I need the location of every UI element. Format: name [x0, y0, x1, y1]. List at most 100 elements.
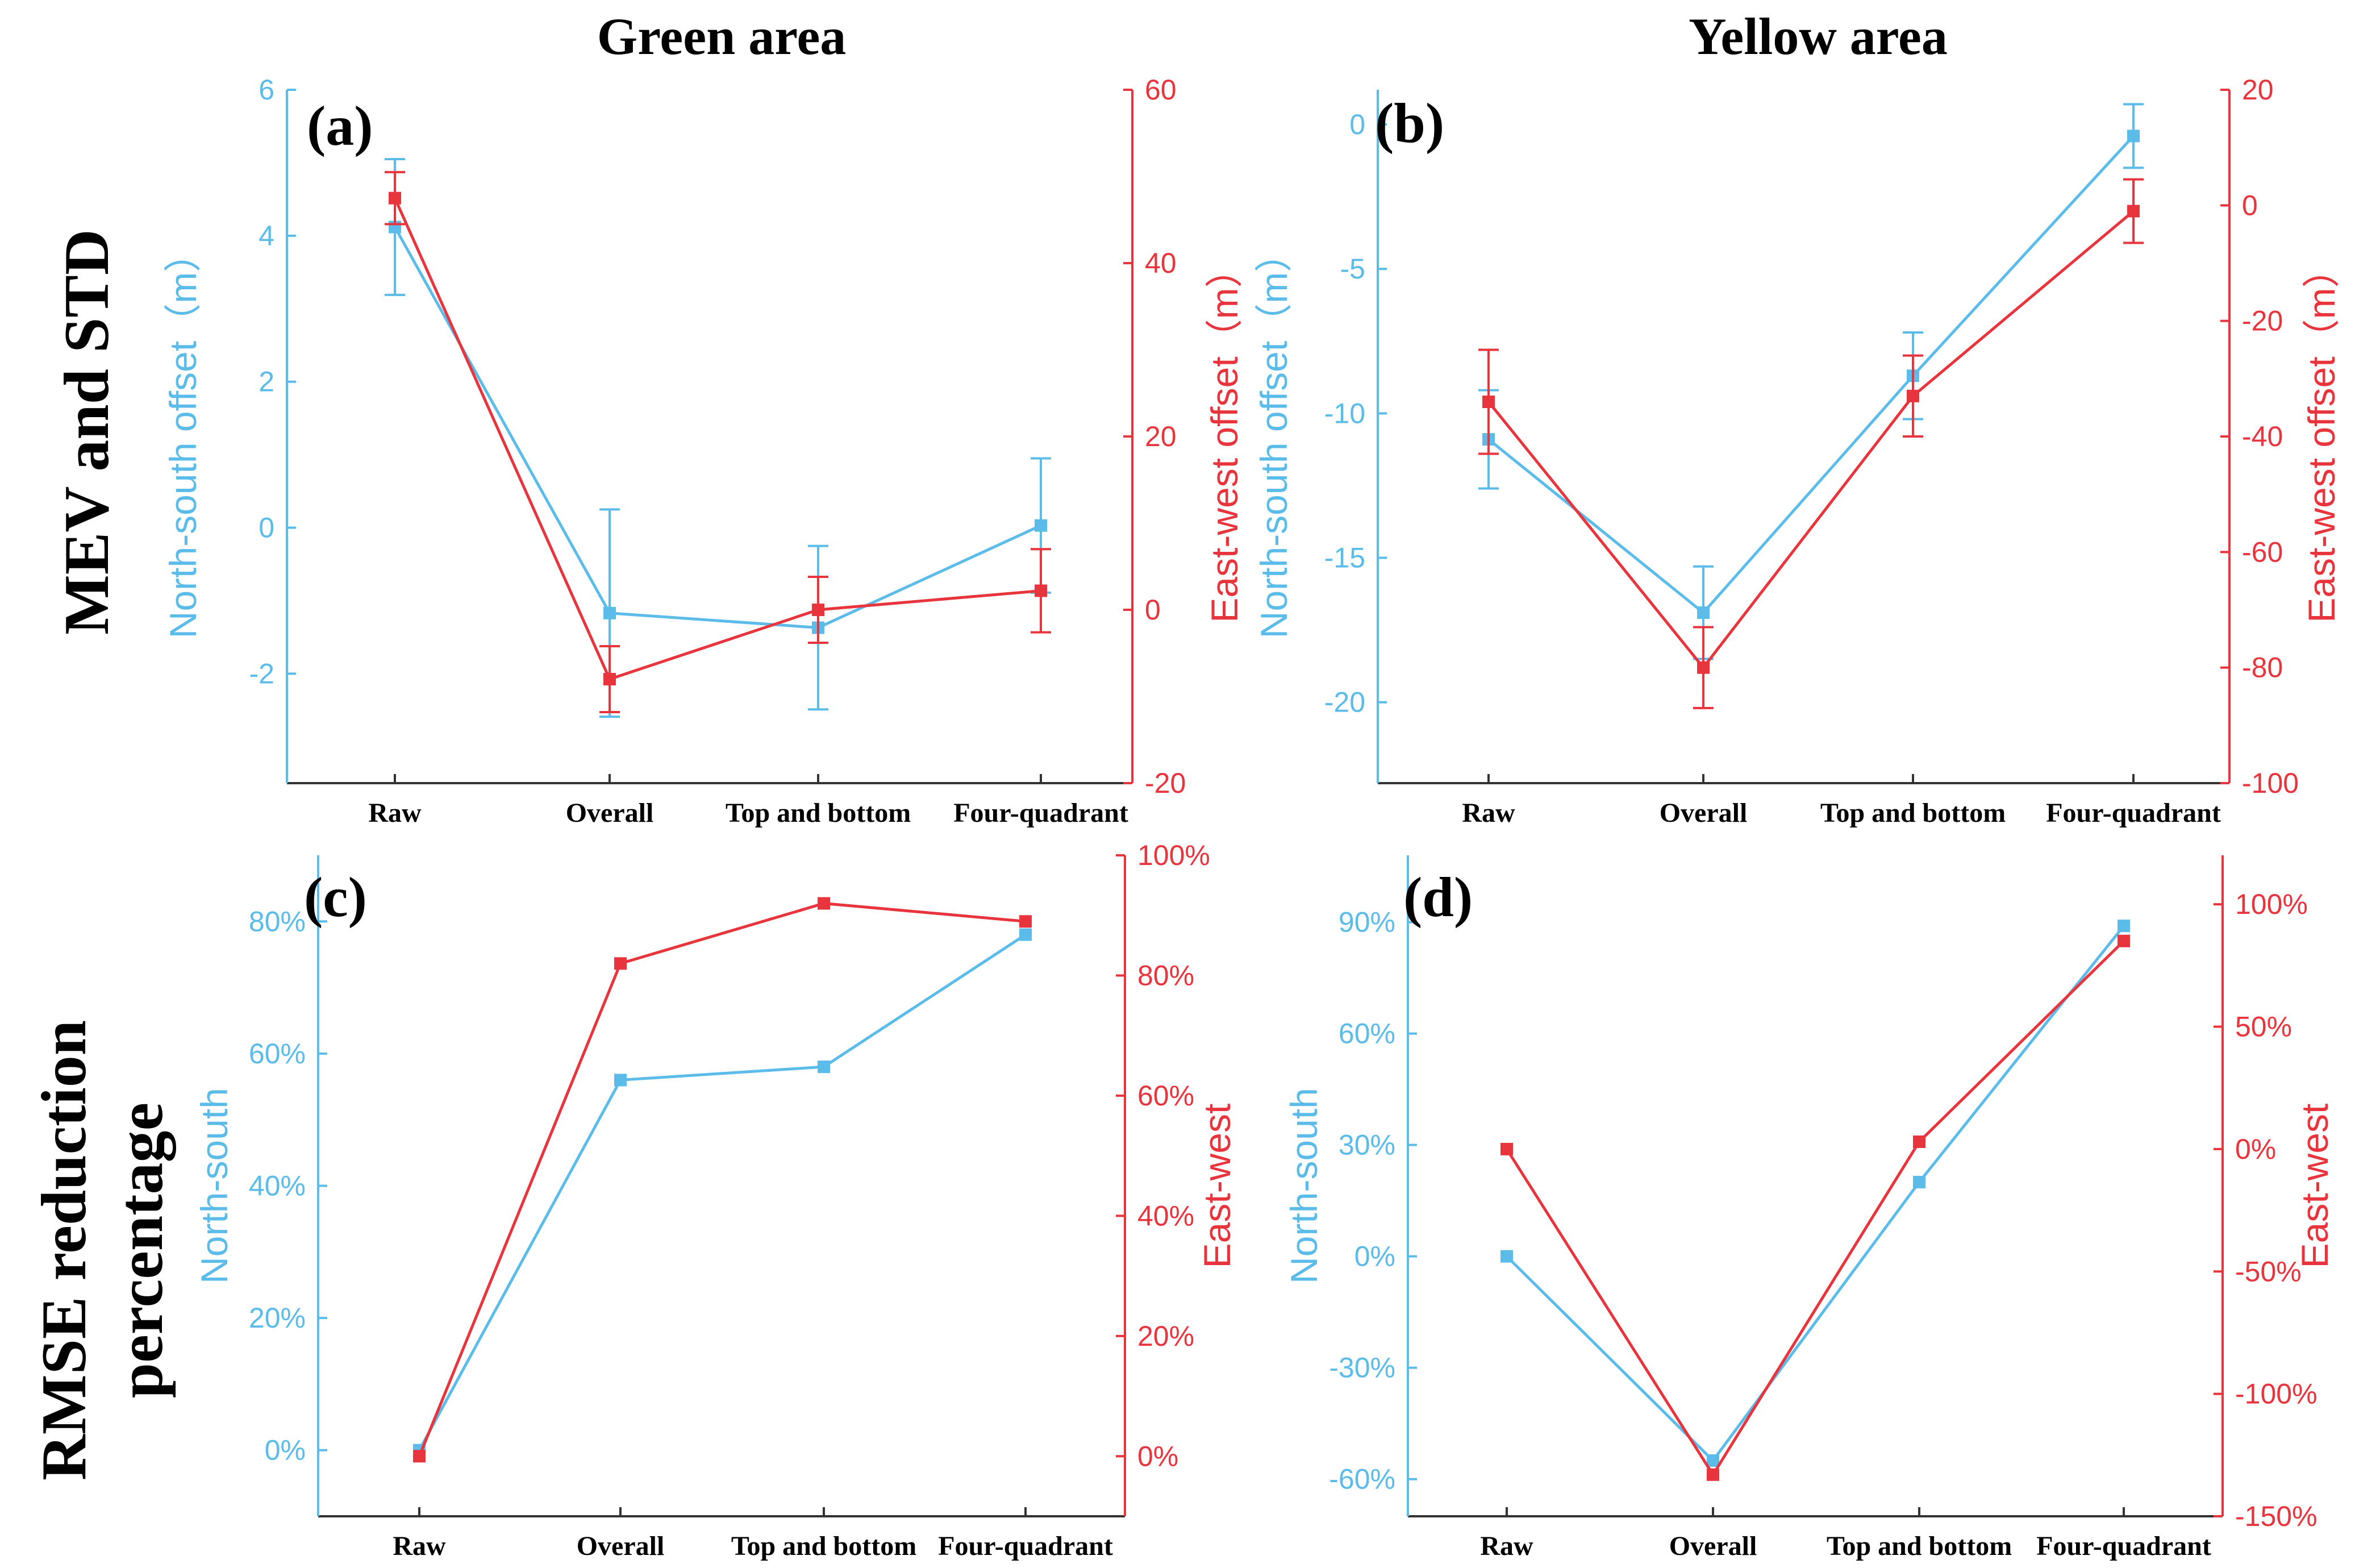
north-south-line: [393, 226, 1042, 630]
left-y-tick-label: 60%: [249, 1038, 306, 1070]
left-y-tick-label: 6: [259, 74, 274, 106]
right-axis-title: East-west offset（m）: [2300, 250, 2343, 622]
left-y-tick-label: 80%: [249, 905, 306, 937]
right-y-tick-label: -60: [2242, 536, 2283, 568]
north-south-point: [1913, 1175, 1925, 1188]
x-tick-label: Four-quadrant: [2046, 798, 2221, 828]
east-west-point: [413, 1450, 426, 1463]
right-y-tick-label: -150%: [2235, 1500, 2318, 1532]
panel-label: (a): [307, 94, 373, 157]
right-y-tick-label: 60%: [1137, 1080, 1194, 1112]
row-title-rmse-line2: percentage: [106, 1103, 176, 1398]
right-y-tick-label: 100%: [1137, 839, 1210, 871]
east-west-point: [1697, 661, 1710, 674]
right-axis-title: East-west: [2294, 1104, 2336, 1268]
north-south-line: [1506, 925, 2125, 1463]
right-y-tick-label: 0%: [1137, 1440, 1178, 1472]
right-y-tick-label: 40%: [1137, 1200, 1194, 1232]
x-tick-label: Top and bottom: [731, 1531, 916, 1561]
x-tick-label: Overall: [566, 798, 654, 828]
row-title-mev: MEV and STD: [52, 229, 122, 635]
east-west-point: [2118, 934, 2130, 947]
east-west-point: [1035, 584, 1047, 597]
x-tick-label: Top and bottom: [726, 798, 911, 828]
north-south-point: [2118, 920, 2130, 933]
north-south-point: [1035, 519, 1047, 532]
x-tick-label: Raw: [1462, 798, 1515, 828]
left-y-tick-label: -2: [249, 658, 274, 689]
east-west-point: [603, 673, 616, 685]
left-y-tick-label: 0: [1349, 109, 1365, 140]
left-axis-title: North-south offset（m）: [1253, 235, 1295, 638]
panel-b: Raw Overall Top and bottom Four-quadrant -20…: [1253, 74, 2343, 828]
x-tick-label: Four-quadrant: [953, 798, 1128, 828]
x-tick-label: Overall: [577, 1531, 665, 1561]
east-west-line: [1505, 939, 2125, 1478]
x-tick-label: Raw: [393, 1531, 446, 1561]
north-south-line: [1487, 135, 2135, 615]
left-y-tick-label: 0: [259, 512, 274, 544]
x-tick-label: Overall: [1660, 798, 1748, 828]
panel-label: (c): [304, 866, 367, 929]
right-y-tick-label: -80: [2242, 652, 2283, 684]
panel-a: Raw Overall Top and bottom Four-quadrant-20…: [162, 74, 1245, 828]
left-y-tick-label: -30%: [1329, 1352, 1395, 1384]
right-y-tick-label: -40: [2242, 421, 2283, 452]
right-y-tick-label: 80%: [1137, 959, 1194, 991]
left-y-tick-label: -15: [1324, 542, 1365, 574]
east-west-point: [1707, 1468, 1719, 1481]
north-south-point: [818, 1060, 830, 1074]
north-south-point: [2127, 130, 2140, 143]
left-y-tick-label: 0%: [1354, 1241, 1395, 1272]
left-axis-title: North-south: [1283, 1088, 1325, 1284]
right-y-tick-label: -100: [2242, 767, 2299, 799]
right-axis-title: East-west offset（m）: [1203, 250, 1245, 622]
east-west-point: [614, 957, 627, 970]
column-title-yellow: Yellow area: [1689, 7, 1948, 65]
north-south-point: [1697, 606, 1710, 619]
east-west-point: [1913, 1135, 1925, 1148]
right-y-tick-label: 60: [1145, 74, 1177, 106]
right-y-tick-label: 20: [2242, 74, 2274, 106]
panel-c: Raw Overall Top and bottom Four-quadrant 0% 2…: [193, 839, 1238, 1561]
east-west-line: [418, 902, 1026, 1457]
right-axis-title: East-west: [1196, 1104, 1238, 1268]
east-west-point: [1907, 389, 1919, 402]
right-y-tick-label: 20%: [1137, 1320, 1194, 1352]
left-y-tick-label: -20: [1324, 687, 1365, 718]
left-y-tick-label: 2: [259, 366, 274, 398]
panel-label: (b): [1375, 91, 1444, 155]
east-west-point: [1019, 915, 1032, 928]
column-title-green: Green area: [597, 7, 847, 65]
north-south-point: [603, 606, 616, 619]
right-y-tick-label: -20: [2242, 305, 2283, 337]
north-south-line: [418, 933, 1027, 1451]
panel-label: (d): [1403, 866, 1473, 929]
east-west-point: [389, 192, 401, 205]
left-y-tick-label: -10: [1324, 397, 1365, 429]
left-y-tick-label: 60%: [1339, 1018, 1395, 1050]
left-axis-title: North-south offset（m）: [162, 235, 204, 638]
left-y-tick-label: 40%: [249, 1170, 306, 1202]
right-y-tick-label: 0: [1145, 594, 1161, 626]
left-y-tick-label: 90%: [1339, 906, 1395, 938]
north-south-point: [1019, 928, 1032, 941]
east-west-point: [812, 604, 824, 616]
east-west-point: [1482, 396, 1495, 408]
left-y-tick-label: 0%: [265, 1434, 306, 1466]
x-tick-label: Top and bottom: [1820, 798, 2006, 828]
right-y-tick-label: -20: [1145, 767, 1186, 799]
x-tick-label: Four-quadrant: [2036, 1531, 2211, 1561]
right-y-tick-label: 0: [2242, 189, 2258, 221]
right-y-tick-label: 40: [1145, 247, 1177, 279]
x-tick-label: Raw: [368, 798, 422, 828]
left-y-tick-label: -60%: [1329, 1463, 1395, 1495]
left-y-tick-label: 4: [259, 220, 274, 252]
east-west-line: [1487, 210, 2135, 670]
east-west-point: [1500, 1142, 1513, 1155]
left-y-tick-label: 20%: [249, 1302, 306, 1334]
x-tick-label: Top and bottom: [1827, 1531, 2012, 1561]
right-y-tick-label: -50%: [2235, 1255, 2302, 1287]
east-west-point: [818, 897, 830, 910]
